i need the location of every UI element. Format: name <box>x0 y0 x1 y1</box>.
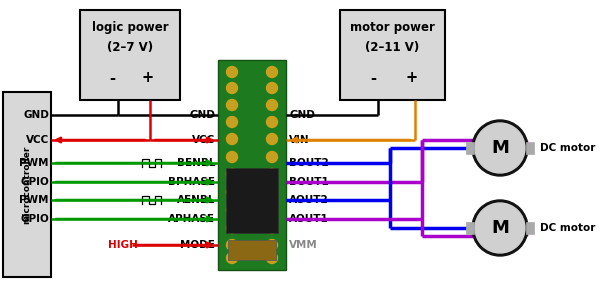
Text: GPIO: GPIO <box>20 214 49 224</box>
Circle shape <box>227 239 238 250</box>
Text: GPIO: GPIO <box>20 177 49 187</box>
Circle shape <box>266 252 277 264</box>
Text: (2–11 V): (2–11 V) <box>365 41 419 55</box>
Circle shape <box>472 120 528 176</box>
Text: AENBL: AENBL <box>176 195 215 205</box>
Text: +: + <box>406 70 418 85</box>
Text: GND: GND <box>289 110 315 120</box>
Text: -: - <box>109 70 115 85</box>
FancyBboxPatch shape <box>228 240 276 260</box>
Text: M: M <box>491 219 509 237</box>
Circle shape <box>227 204 238 216</box>
Circle shape <box>227 116 238 128</box>
FancyBboxPatch shape <box>226 168 278 233</box>
Circle shape <box>266 116 277 128</box>
Circle shape <box>266 222 277 233</box>
Text: BOUT1: BOUT1 <box>289 177 329 187</box>
FancyBboxPatch shape <box>340 10 445 100</box>
Text: motor power: motor power <box>350 22 435 34</box>
Circle shape <box>227 168 238 179</box>
Circle shape <box>475 203 525 253</box>
Circle shape <box>266 133 277 145</box>
FancyBboxPatch shape <box>80 10 180 100</box>
Circle shape <box>266 66 277 78</box>
Text: VCC: VCC <box>192 135 215 145</box>
Text: microcontroller: microcontroller <box>23 145 32 224</box>
Circle shape <box>475 123 525 173</box>
Circle shape <box>227 66 238 78</box>
Text: DC motor: DC motor <box>540 143 595 153</box>
Text: (2–7 V): (2–7 V) <box>107 41 153 55</box>
Text: BPHASE: BPHASE <box>168 177 215 187</box>
Bar <box>526 222 534 234</box>
Text: VMM: VMM <box>289 240 318 250</box>
Circle shape <box>266 168 277 179</box>
Text: M: M <box>491 139 509 157</box>
Circle shape <box>266 204 277 216</box>
Circle shape <box>227 252 238 264</box>
Bar <box>466 222 474 234</box>
Circle shape <box>266 99 277 110</box>
Text: VIN: VIN <box>289 135 310 145</box>
Bar <box>526 142 534 154</box>
Text: +: + <box>142 70 154 85</box>
Text: GND: GND <box>23 110 49 120</box>
Circle shape <box>266 82 277 93</box>
Text: PWM: PWM <box>19 195 49 205</box>
Circle shape <box>227 222 238 233</box>
Text: logic power: logic power <box>92 22 169 34</box>
Circle shape <box>227 187 238 197</box>
Text: HIGH: HIGH <box>108 240 138 250</box>
Circle shape <box>227 133 238 145</box>
Text: GND: GND <box>189 110 215 120</box>
Text: DC motor: DC motor <box>540 223 595 233</box>
Text: MODE: MODE <box>180 240 215 250</box>
Text: AOUT1: AOUT1 <box>289 214 329 224</box>
Text: PWM: PWM <box>19 158 49 168</box>
FancyBboxPatch shape <box>218 60 286 270</box>
Text: VCC: VCC <box>26 135 49 145</box>
Text: -: - <box>371 70 377 85</box>
FancyBboxPatch shape <box>3 92 51 277</box>
Circle shape <box>266 187 277 197</box>
Text: BENBL: BENBL <box>176 158 215 168</box>
Text: AOUT2: AOUT2 <box>289 195 329 205</box>
Circle shape <box>227 82 238 93</box>
Circle shape <box>266 239 277 250</box>
Circle shape <box>266 151 277 162</box>
Bar <box>466 142 474 154</box>
Circle shape <box>227 99 238 110</box>
Circle shape <box>227 151 238 162</box>
Text: BOUT2: BOUT2 <box>289 158 329 168</box>
Circle shape <box>472 200 528 256</box>
Text: APHASE: APHASE <box>168 214 215 224</box>
